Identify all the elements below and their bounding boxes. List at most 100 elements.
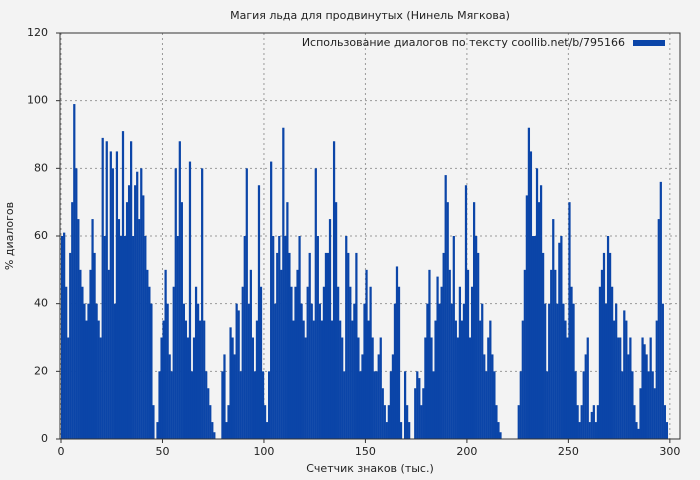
bar bbox=[560, 236, 563, 439]
bar bbox=[227, 405, 230, 439]
bar bbox=[91, 219, 94, 439]
bar bbox=[347, 252, 350, 439]
x-tick-label: 150 bbox=[355, 445, 376, 458]
bar bbox=[235, 303, 238, 439]
bar bbox=[156, 422, 159, 439]
bar bbox=[332, 141, 336, 439]
bar bbox=[186, 337, 190, 439]
y-tick-label: 120 bbox=[27, 26, 48, 39]
bar bbox=[328, 219, 332, 439]
plot-frame bbox=[59, 32, 681, 440]
bar bbox=[519, 371, 522, 439]
bar bbox=[661, 303, 664, 439]
y-tick-label: 100 bbox=[27, 94, 48, 107]
bar bbox=[385, 422, 388, 439]
bar bbox=[233, 354, 236, 439]
bar bbox=[312, 320, 315, 439]
bar bbox=[535, 168, 539, 440]
bar bbox=[619, 337, 622, 439]
bar bbox=[152, 405, 155, 439]
bar bbox=[422, 388, 425, 439]
bar bbox=[192, 337, 196, 439]
bar bbox=[300, 303, 303, 439]
bar bbox=[324, 252, 328, 439]
bar bbox=[539, 185, 543, 439]
bar bbox=[255, 320, 259, 439]
bar bbox=[136, 171, 139, 439]
bar bbox=[221, 371, 224, 439]
bar bbox=[531, 236, 535, 439]
bar bbox=[475, 236, 478, 439]
bar bbox=[440, 286, 443, 439]
bar bbox=[83, 303, 86, 439]
bar bbox=[564, 320, 567, 439]
bar bbox=[239, 371, 242, 439]
bar bbox=[101, 137, 104, 439]
bar bbox=[111, 168, 114, 440]
bar bbox=[586, 337, 589, 439]
bar bbox=[162, 320, 165, 439]
x-tick-label: 300 bbox=[659, 445, 680, 458]
bar bbox=[596, 405, 600, 439]
bar bbox=[268, 371, 271, 439]
bar bbox=[533, 236, 537, 439]
bar bbox=[314, 168, 317, 440]
bar bbox=[105, 141, 108, 439]
bar bbox=[639, 388, 642, 439]
bar bbox=[637, 428, 640, 439]
bar bbox=[182, 303, 185, 439]
bar bbox=[493, 371, 496, 439]
bar bbox=[241, 286, 244, 439]
bar bbox=[389, 371, 393, 439]
bar bbox=[361, 354, 364, 439]
y-tick-label: 60 bbox=[34, 229, 48, 242]
bar bbox=[418, 378, 421, 439]
bar bbox=[588, 422, 591, 439]
bar bbox=[306, 286, 309, 439]
bar bbox=[604, 303, 608, 439]
bar bbox=[304, 337, 307, 439]
bar bbox=[572, 303, 575, 439]
bar bbox=[635, 422, 638, 439]
bar bbox=[341, 337, 344, 439]
bar bbox=[495, 405, 498, 439]
bar bbox=[282, 127, 285, 439]
bar bbox=[322, 286, 326, 439]
bar bbox=[201, 168, 204, 440]
bar bbox=[544, 303, 547, 439]
bar bbox=[625, 320, 628, 439]
bar bbox=[517, 405, 520, 439]
bar bbox=[529, 151, 533, 439]
bar bbox=[448, 269, 451, 439]
bar bbox=[578, 422, 581, 439]
bar bbox=[190, 371, 194, 439]
bar bbox=[414, 388, 417, 439]
bar bbox=[456, 337, 459, 439]
bar bbox=[606, 236, 610, 439]
bar bbox=[211, 422, 214, 439]
bar bbox=[600, 269, 604, 439]
bar bbox=[272, 236, 275, 439]
bar bbox=[150, 303, 153, 439]
bar bbox=[117, 219, 121, 439]
bar bbox=[375, 371, 378, 439]
bar bbox=[641, 337, 644, 439]
x-tick-label: 0 bbox=[58, 445, 65, 458]
bar bbox=[93, 252, 96, 439]
bar bbox=[203, 320, 206, 439]
bar bbox=[381, 388, 384, 439]
bar bbox=[391, 354, 395, 439]
bar bbox=[298, 236, 301, 439]
bar bbox=[79, 269, 82, 439]
bar bbox=[598, 286, 602, 439]
bar bbox=[399, 422, 403, 439]
bar bbox=[174, 168, 177, 440]
bar bbox=[570, 286, 573, 439]
bar bbox=[491, 354, 494, 439]
bar bbox=[462, 303, 466, 439]
bar bbox=[115, 151, 119, 439]
x-tick-label: 100 bbox=[253, 445, 274, 458]
plot-area: 0 20 40 60 80 100 120 0 50 100 150 200 250 300 bbox=[27, 26, 680, 458]
bar bbox=[363, 303, 366, 439]
